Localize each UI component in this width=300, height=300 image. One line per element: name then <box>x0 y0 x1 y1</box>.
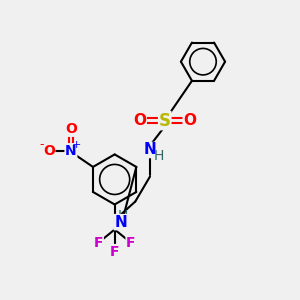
Text: F: F <box>110 244 119 259</box>
Text: -: - <box>40 138 44 151</box>
Text: S: S <box>159 112 171 130</box>
Text: O: O <box>133 113 146 128</box>
Text: N: N <box>65 144 77 158</box>
Text: N: N <box>114 214 127 230</box>
Text: F: F <box>94 236 103 250</box>
Text: H: H <box>154 149 164 163</box>
Text: O: O <box>183 113 196 128</box>
Text: H: H <box>118 209 128 223</box>
Text: O: O <box>65 122 77 136</box>
Text: F: F <box>126 236 136 250</box>
Text: O: O <box>43 144 55 158</box>
Text: +: + <box>72 140 82 150</box>
Text: N: N <box>144 142 156 158</box>
